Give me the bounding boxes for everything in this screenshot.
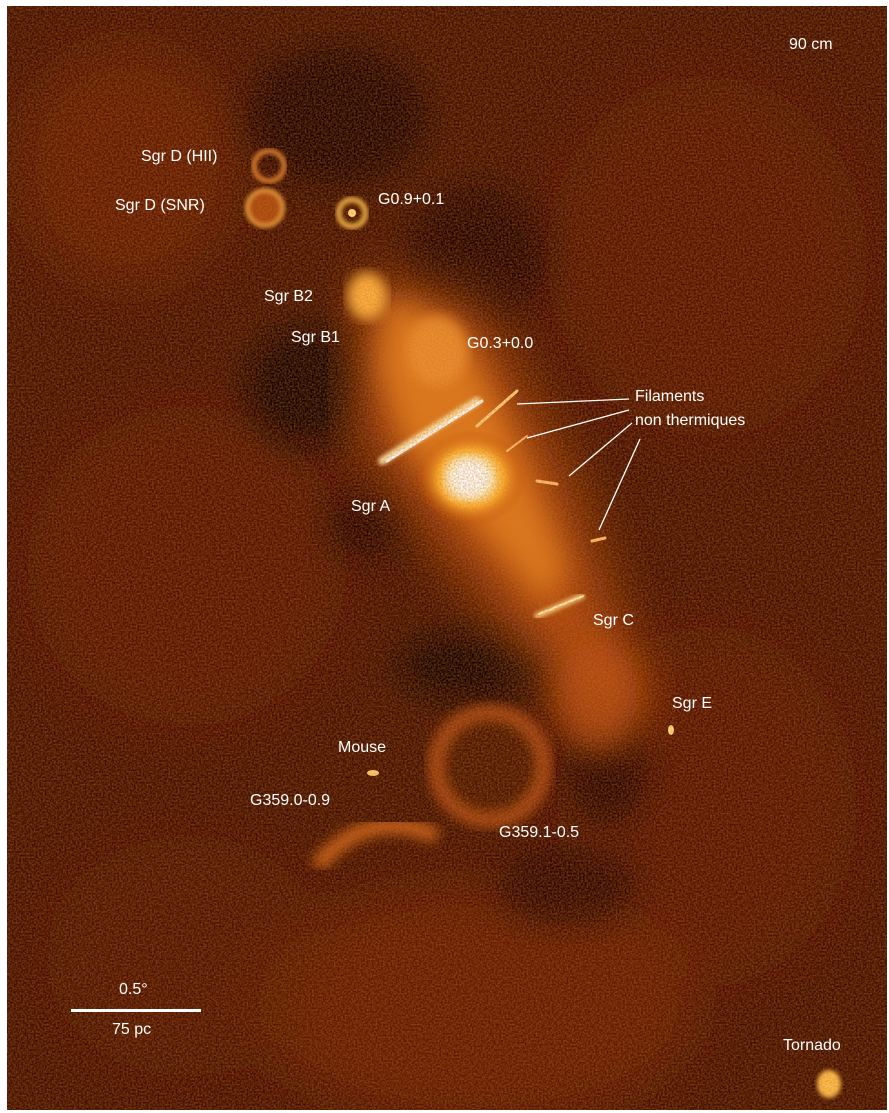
label-sgr-d-hii: Sgr D (HII) bbox=[141, 148, 218, 165]
scale-angle-label: 0.5° bbox=[119, 981, 148, 998]
filament-pointers bbox=[516, 398, 641, 531]
scale-distance-label: 75 pc bbox=[112, 1021, 152, 1038]
band-label: 90 cm bbox=[789, 36, 833, 53]
label-filaments-line1: Filaments bbox=[635, 388, 705, 405]
label-sgr-d-snr: Sgr D (SNR) bbox=[115, 197, 205, 214]
radio-image-frame: 90 cm Sgr D (HII) Sgr D (SNR) G0.9+0.1 S… bbox=[7, 6, 887, 1110]
noise-texture bbox=[7, 6, 887, 1110]
label-sgr-a: Sgr A bbox=[351, 498, 391, 515]
label-g3591: G359.1-0.5 bbox=[499, 824, 580, 841]
scale-bar bbox=[71, 1009, 201, 1012]
label-g03: G0.3+0.0 bbox=[467, 335, 534, 352]
radio-emission-map bbox=[7, 6, 887, 1110]
label-g3590: G359.0-0.9 bbox=[250, 792, 331, 809]
label-mouse: Mouse bbox=[338, 739, 387, 756]
label-sgr-b2: Sgr B2 bbox=[264, 288, 313, 305]
label-sgr-b1: Sgr B1 bbox=[291, 329, 340, 346]
label-tornado: Tornado bbox=[783, 1037, 841, 1054]
label-sgr-c: Sgr C bbox=[593, 612, 634, 629]
label-g09: G0.9+0.1 bbox=[378, 191, 445, 208]
label-sgr-e: Sgr E bbox=[672, 695, 713, 712]
label-filaments-line2: non thermiques bbox=[635, 412, 746, 429]
